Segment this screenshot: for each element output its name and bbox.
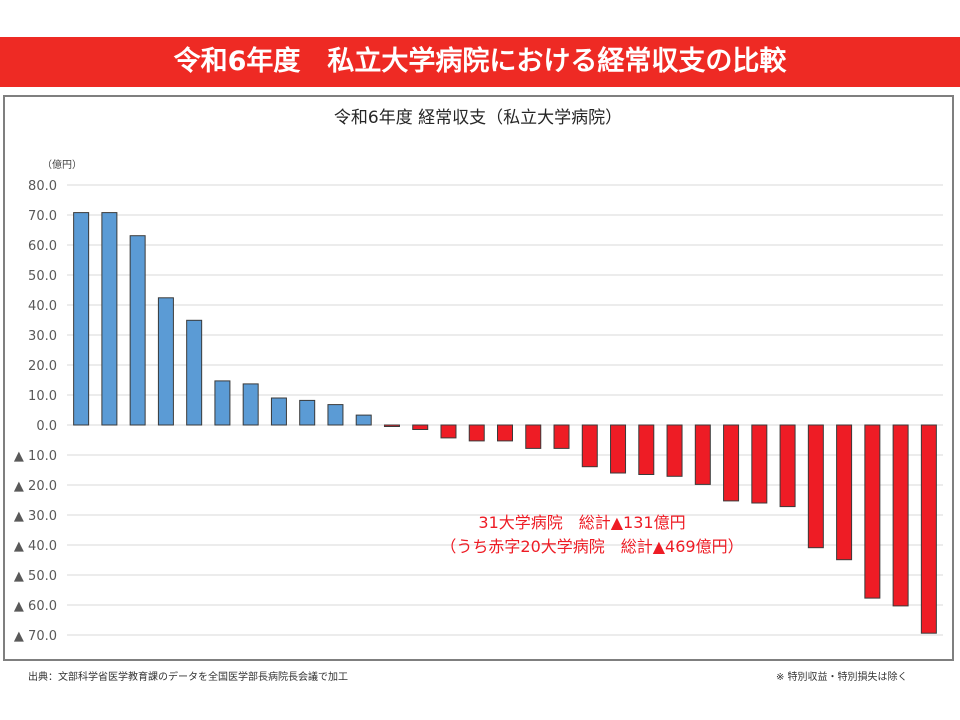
bar (270, 397, 287, 426)
y-tick-label: 70.0 (28, 209, 57, 224)
bar (723, 424, 740, 502)
y-tick-label: ▲ 20.0 (14, 479, 57, 494)
bar (581, 424, 598, 468)
y-tick-label: 10.0 (28, 389, 57, 404)
bar (101, 212, 118, 426)
bar (920, 424, 937, 634)
bars (73, 212, 937, 634)
y-tick-label: ▲ 30.0 (14, 509, 57, 524)
chart-title: 令和6年度 経常収支（私立大学病院） (334, 108, 622, 128)
bar (214, 380, 231, 426)
y-tick-label: 60.0 (28, 239, 57, 254)
annotation-total: 31大学病院 総計▲131億円 (478, 513, 685, 532)
source-note: 出典：文部科学省医学教育課のデータを全国医学部長病院長会議で加工 (28, 672, 348, 683)
bar (412, 424, 429, 430)
bar (553, 424, 570, 449)
y-tick-label: ▲ 70.0 (14, 629, 57, 644)
y-tick-label: 50.0 (28, 269, 57, 284)
y-tick-label: ▲ 10.0 (14, 449, 57, 464)
bar (355, 414, 372, 426)
bar (892, 424, 909, 607)
y-tick-label: 20.0 (28, 359, 57, 374)
bar (497, 424, 513, 442)
exclusion-note: ※ 特別収益・特別損失は除く (776, 672, 908, 683)
y-tick-label: ▲ 60.0 (14, 599, 57, 614)
bar (694, 424, 711, 485)
bar (383, 424, 400, 427)
y-tick-label: 30.0 (28, 329, 57, 344)
y-tick-label: 40.0 (28, 299, 57, 314)
y-axis-unit-label: （億円） (42, 158, 82, 171)
bar (299, 399, 316, 426)
y-tick-label: 80.0 (28, 179, 57, 194)
bar (666, 424, 683, 477)
y-tick-label: ▲ 50.0 (14, 569, 57, 584)
bar (242, 383, 259, 426)
bar (525, 424, 542, 449)
bar (157, 297, 174, 426)
y-tick-labels: 80.0 70.0 60.0 50.0 40.0 30.0 20.0 10.0 0.0 ▲ 10.… (14, 179, 57, 644)
bar (440, 424, 457, 439)
bar (468, 424, 485, 442)
bar (73, 212, 90, 426)
chart-frame (3, 95, 954, 661)
bar (610, 424, 627, 474)
bar (751, 424, 768, 504)
bar (129, 235, 146, 426)
y-tick-label: 0.0 (36, 419, 57, 434)
annotation-deficit-total: （うち赤字20大学病院 総計▲469億円） (440, 537, 743, 556)
bar (186, 319, 203, 426)
bar (807, 424, 824, 549)
y-tick-label: ▲ 40.0 (14, 539, 57, 554)
bar (327, 404, 344, 426)
bar (836, 424, 853, 561)
page-banner-title: 令和6年度 私立大学病院における経常収支の比較 (0, 37, 960, 87)
bar (779, 424, 796, 508)
gridlines (67, 184, 943, 636)
bar (864, 424, 881, 599)
bar (638, 424, 655, 475)
